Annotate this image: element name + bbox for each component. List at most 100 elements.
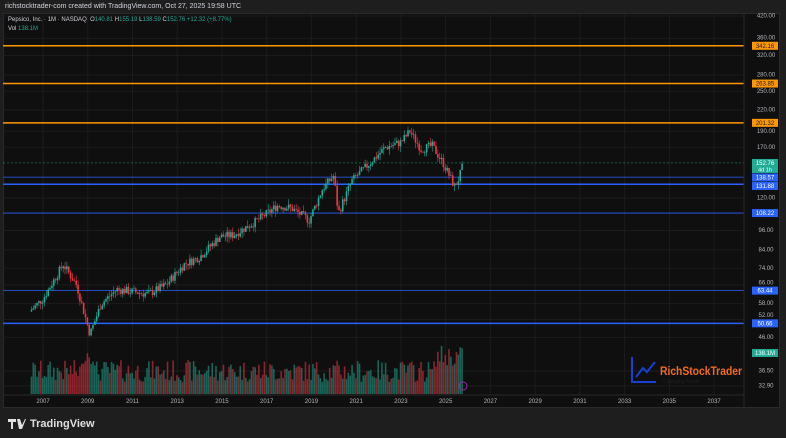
volume-bar [127, 365, 130, 394]
symbol-name[interactable]: Pepsico, Inc. [8, 17, 43, 23]
candle [382, 147, 385, 150]
price-level-badge [752, 79, 778, 88]
volume-bar [190, 380, 193, 394]
volume-bar [437, 351, 439, 394]
volume-bar [312, 364, 314, 394]
interval[interactable]: 1M [47, 17, 57, 23]
price-level-label: 50.66 [757, 321, 773, 327]
volume-bar [446, 365, 448, 394]
volume-bar [172, 360, 174, 394]
volume-bar [334, 365, 337, 394]
candle [220, 234, 223, 238]
volume-bar [217, 380, 219, 394]
volume-bar [422, 370, 424, 394]
volume-bar [444, 354, 447, 394]
volume-bar [379, 379, 381, 394]
volume-bar [148, 361, 150, 394]
candle [209, 244, 212, 247]
candle [397, 140, 400, 147]
volume-bar [353, 372, 355, 394]
volume-bar [164, 378, 167, 394]
candle [157, 286, 160, 291]
candle [388, 145, 391, 150]
candle [287, 204, 290, 209]
volume-bar [278, 378, 281, 394]
x-tick-label: 2011 [126, 399, 140, 405]
open-value: 140.81 [94, 17, 114, 23]
volume-bar [435, 366, 437, 394]
x-tick-label: 2033 [618, 399, 632, 405]
chart-caption: richstocktrader-com created with Trading… [5, 3, 242, 10]
x-tick-label: 2035 [663, 399, 677, 405]
volume-bar [77, 376, 79, 394]
volume-bar [362, 375, 365, 394]
volume-bar [425, 377, 428, 394]
candle [88, 324, 91, 336]
volume-bar [120, 360, 122, 394]
candle [187, 263, 189, 266]
candle [250, 226, 253, 228]
volume-bar [112, 363, 115, 394]
y-tick-label: 360.00 [757, 36, 776, 42]
volume-bar [200, 374, 202, 394]
bar-countdown: 4d 1h [758, 167, 772, 173]
y-tick-label: 84.00 [758, 247, 774, 253]
volume-bar [327, 380, 329, 394]
candle [62, 266, 64, 269]
volume-bar [431, 369, 434, 394]
candle [226, 231, 228, 237]
candle [135, 288, 137, 293]
price-level-badge [752, 181, 778, 190]
volume-bar [349, 375, 352, 394]
volume-bar [269, 364, 271, 394]
volume-bar [196, 374, 199, 394]
y-tick-label: 220.00 [757, 107, 776, 113]
y-tick-label: 46.00 [758, 335, 774, 341]
volume-bar [58, 371, 61, 394]
tradingview-logo[interactable]: TradingView [8, 416, 95, 432]
candle [306, 215, 309, 223]
candle [343, 199, 346, 202]
candle [198, 261, 201, 263]
candle [280, 206, 283, 210]
candle [231, 232, 234, 239]
candle [183, 263, 186, 271]
candle [194, 258, 197, 259]
dividend-event-icon[interactable] [458, 381, 468, 391]
volume-bar [155, 366, 158, 394]
candle [297, 209, 299, 212]
volume-bar [284, 369, 286, 394]
volume-bar [382, 374, 385, 394]
x-tick-label: 2029 [528, 399, 542, 405]
candle [179, 267, 182, 273]
y-tick-label: 120.00 [757, 196, 776, 202]
volume-bar [336, 360, 338, 394]
volume-bar [142, 381, 145, 394]
candle [381, 149, 383, 153]
x-tick-label: 2013 [171, 399, 185, 405]
candle [153, 292, 156, 295]
candle [437, 153, 439, 158]
volume-bar [198, 370, 201, 394]
volume-bar [392, 377, 394, 394]
volume-bar [328, 367, 331, 394]
tradingview-logo-icon [8, 419, 26, 429]
high-label: H [114, 17, 120, 23]
candle [394, 143, 396, 146]
candle [276, 206, 279, 212]
candle [73, 280, 76, 282]
candle [95, 316, 98, 322]
volume-bar [414, 381, 417, 394]
candle [336, 185, 338, 206]
candle [338, 205, 340, 211]
price-level-badge [752, 286, 778, 295]
candle [168, 281, 171, 285]
volume-bar [416, 380, 419, 394]
candle [108, 296, 111, 297]
volume-bar [49, 361, 51, 394]
candle [330, 178, 333, 182]
volume-bar [211, 362, 214, 394]
candle [174, 271, 176, 281]
volume-bar [43, 375, 46, 394]
